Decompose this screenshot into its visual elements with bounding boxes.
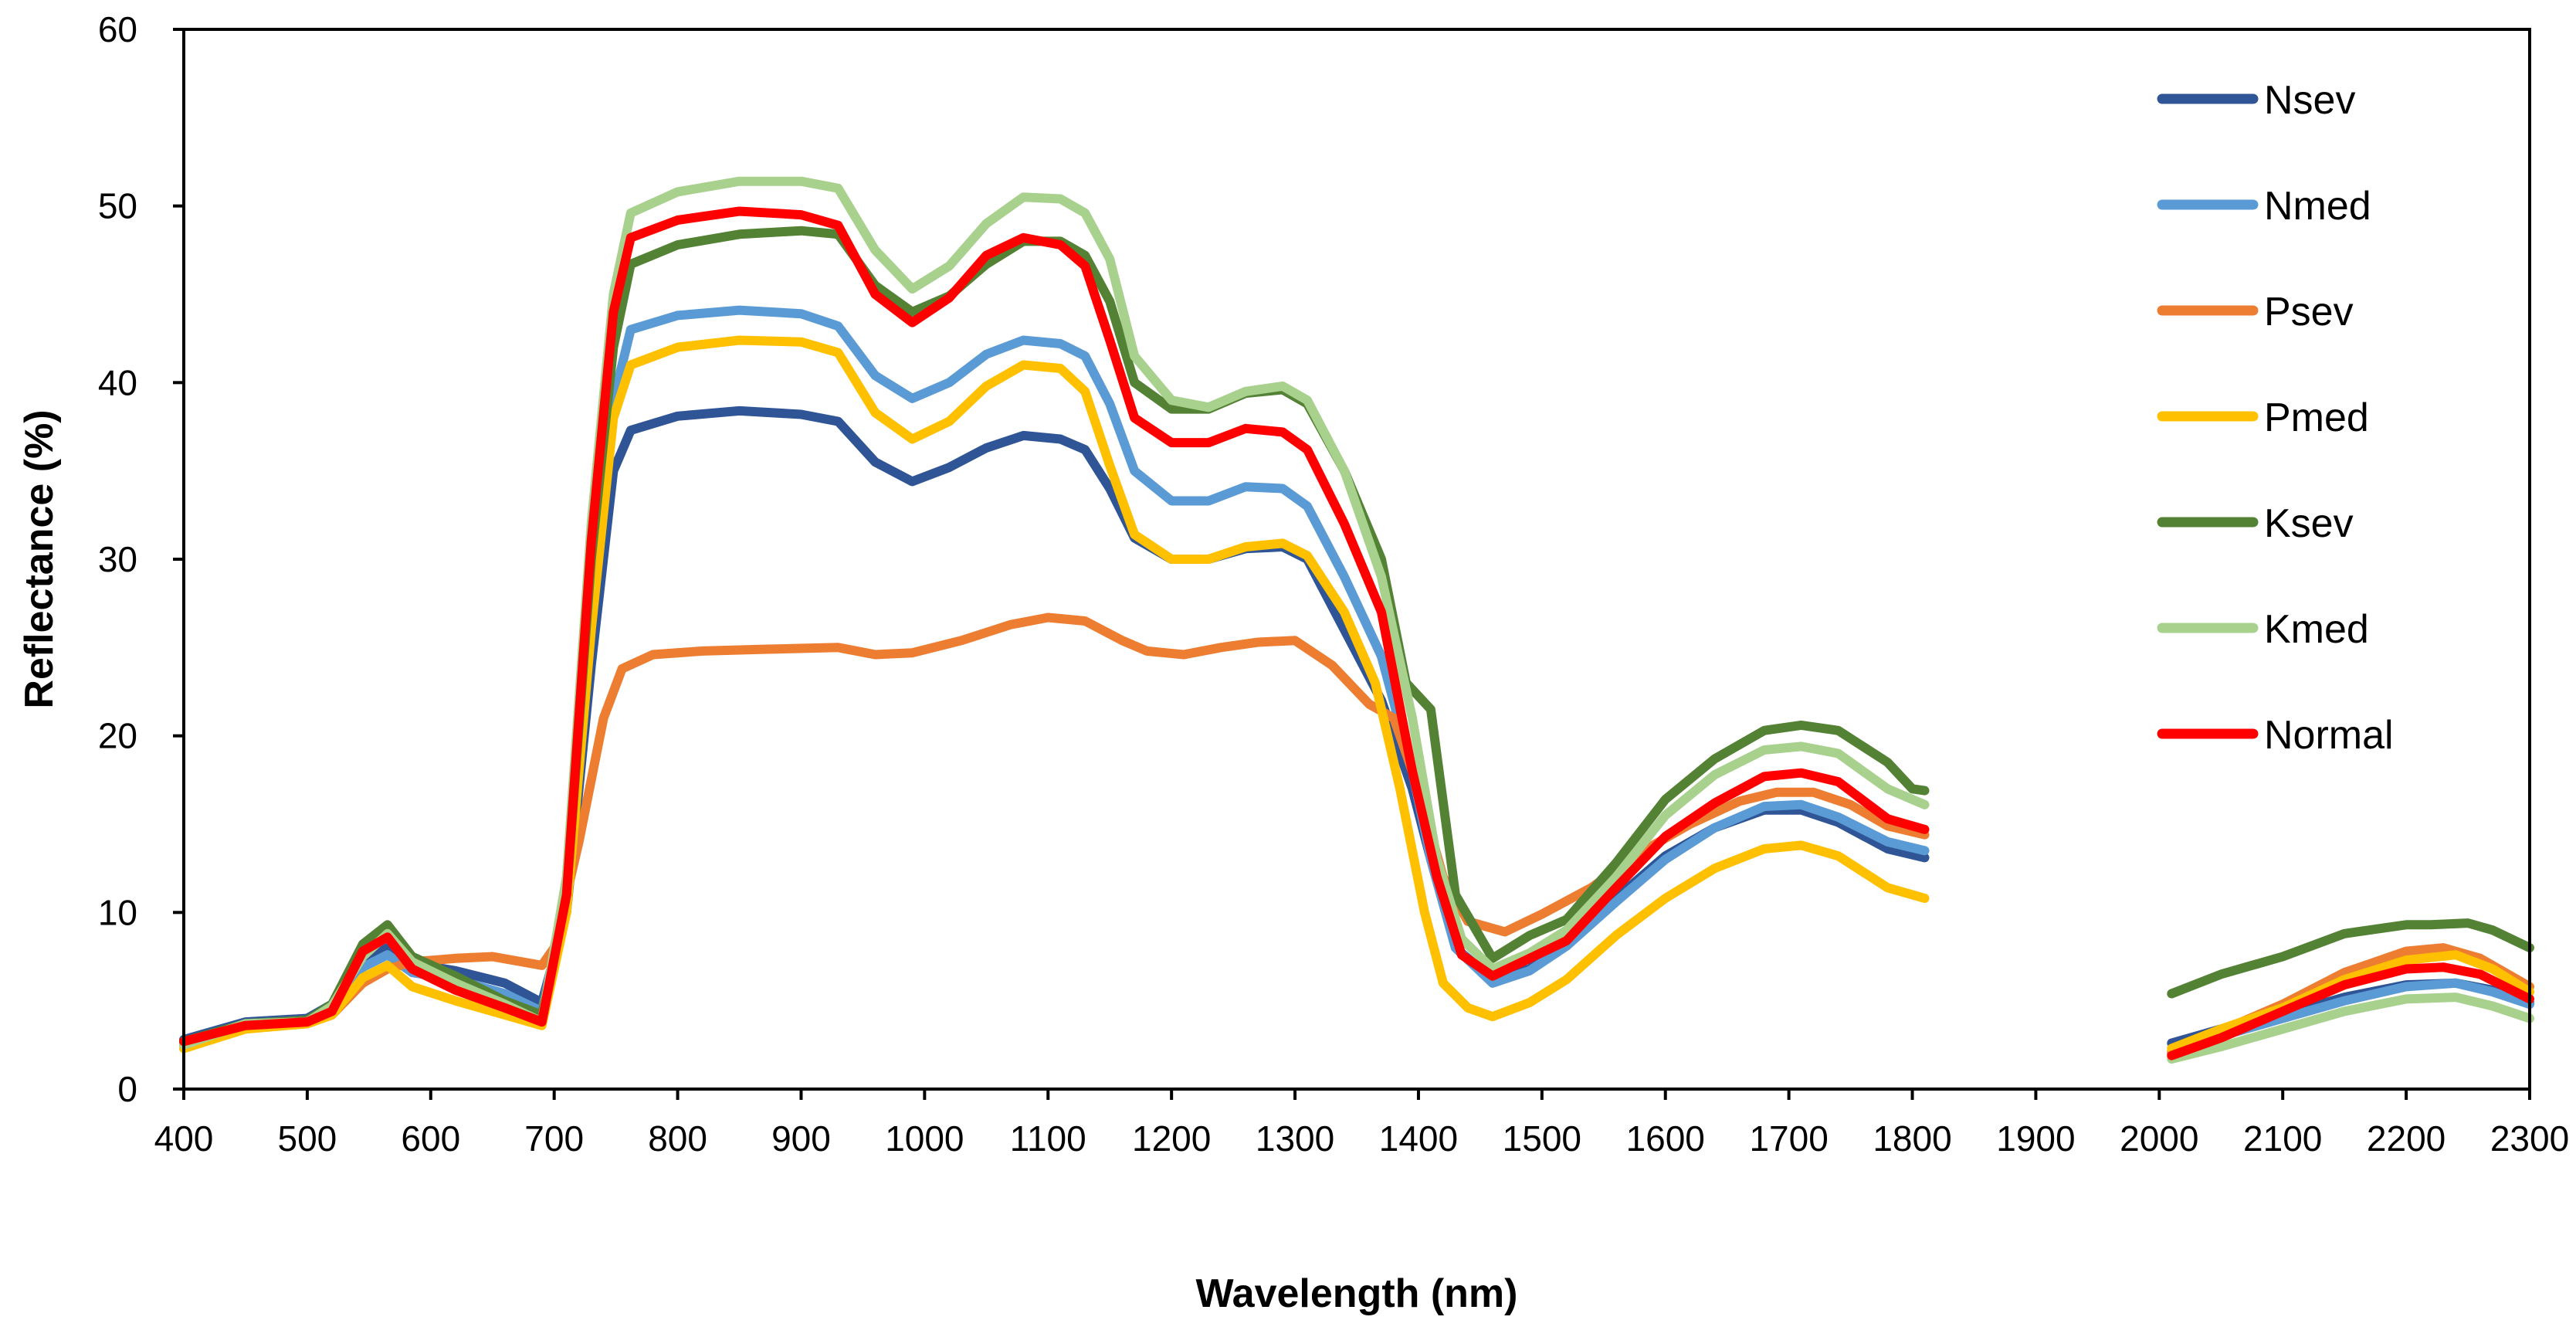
series-line-nmed-segment-1 [179,305,1930,1048]
x-tick-label-1100: 1100 [1010,1118,1086,1159]
series-line-pmed-segment-2 [2167,950,2534,1054]
x-tick-label-800: 800 [648,1118,707,1159]
y-tick-label-50: 50 [98,186,137,226]
legend: Nsev Nmed Psev Pmed Ksev Kmed Normal [2157,78,2394,758]
y-tick-label-0: 0 [117,1069,137,1109]
legend-label-nmed: Nmed [2264,184,2371,229]
legend-label-normal: Normal [2264,713,2394,758]
legend-label-nsev: Nsev [2264,78,2355,123]
x-tick-label-1200: 1200 [1132,1118,1211,1159]
series-line-ksev-segment-2 [2167,918,2534,999]
x-tick-label-1900: 1900 [1996,1118,2075,1159]
x-tick-label-1600: 1600 [1626,1118,1705,1159]
y-axis-title: Reflectance (%) [17,409,62,708]
x-tick-label-1400: 1400 [1379,1118,1458,1159]
x-tick-label-1500: 1500 [1503,1118,1581,1159]
legend-label-psev: Psev [2264,290,2354,334]
x-tick-label-600: 600 [401,1118,460,1159]
y-tick-label-30: 30 [98,539,137,579]
x-tick-label-1800: 1800 [1873,1118,1951,1159]
x-tick-label-700: 700 [524,1118,584,1159]
series-line-normal-segment-2 [2167,962,2534,1060]
x-tick-label-900: 900 [771,1118,831,1159]
x-tick-label-1300: 1300 [1256,1118,1334,1159]
x-tick-label-1000: 1000 [885,1118,964,1159]
y-tick-label-60: 60 [98,9,137,49]
x-tick-label-2100: 2100 [2243,1118,2322,1159]
x-tick-label-2200: 2200 [2367,1118,2446,1159]
legend-label-kmed: Kmed [2264,607,2369,652]
plot-area [179,176,2534,1064]
y-tick-label-20: 20 [98,716,137,756]
x-tick-label-2300: 2300 [2490,1118,2569,1159]
series-line-normal-segment-1 [179,206,1930,1047]
x-axis-title: Wavelength (nm) [1196,1271,1518,1316]
x-tick-label-400: 400 [154,1118,214,1159]
x-tick-label-1700: 1700 [1749,1118,1828,1159]
y-tick-label-10: 10 [98,892,137,932]
legend-label-ksev: Ksev [2264,501,2354,546]
series-line-pmed-segment-1 [179,335,1930,1054]
series-line-kmed-segment-2 [2167,993,2534,1064]
x-tick-label-2000: 2000 [2120,1118,2198,1159]
legend-label-pmed: Pmed [2264,395,2369,440]
axes: 400 500 600 700 800 900 1000 1100 1200 1300 1400 15… [98,9,2569,1159]
y-tick-label-40: 40 [98,362,137,402]
x-tick-label-500: 500 [278,1118,337,1159]
